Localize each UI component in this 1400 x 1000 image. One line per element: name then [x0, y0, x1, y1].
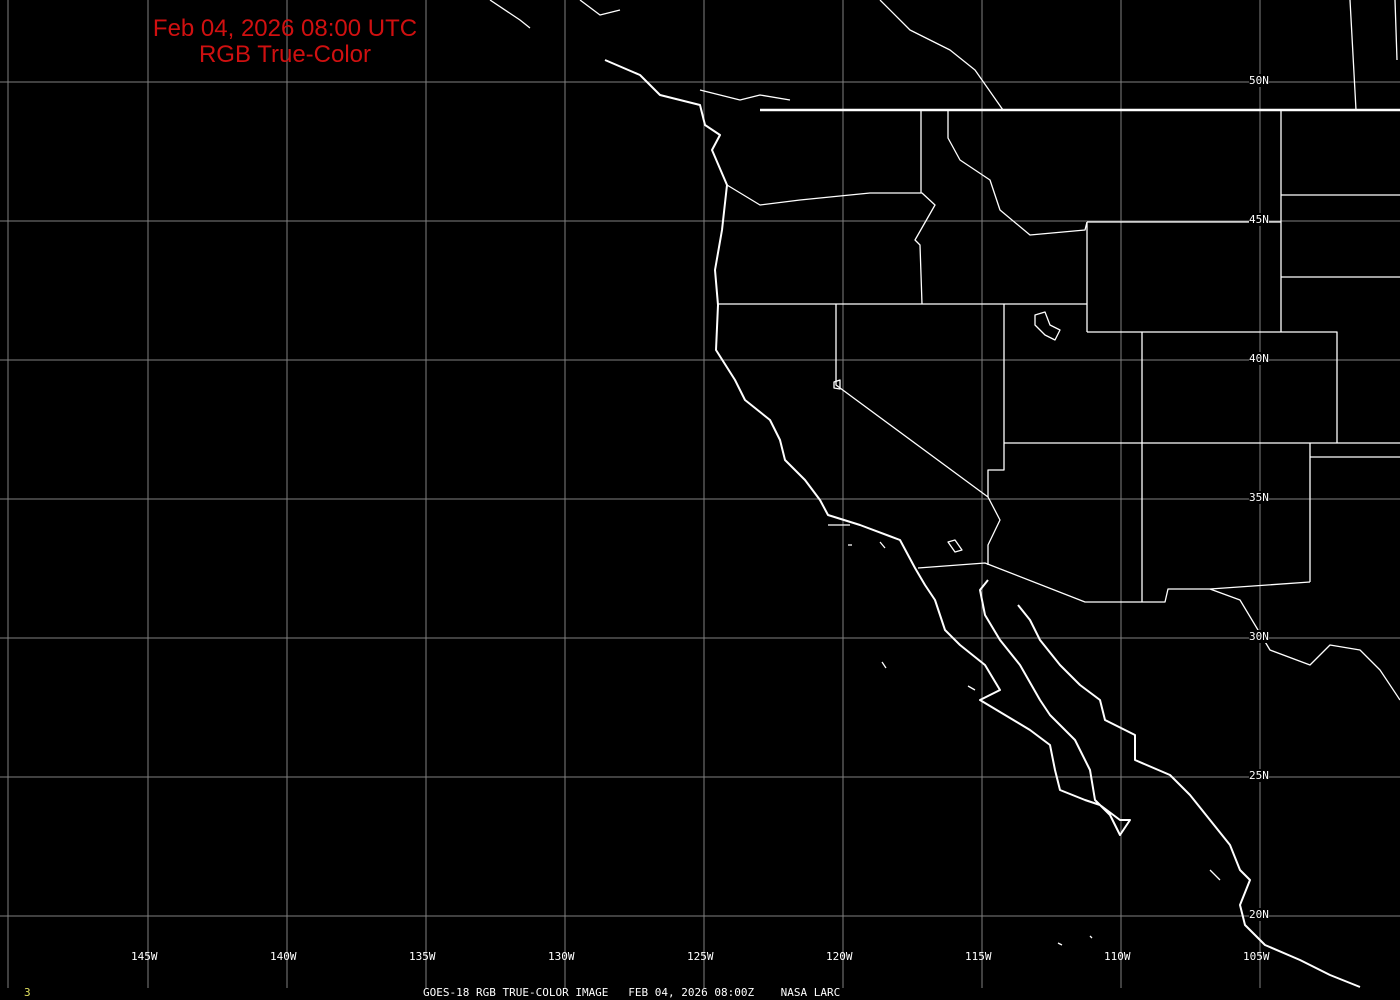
mexico-gulf-coast — [1209, 588, 1400, 701]
title-product: RGB True-Color — [198, 41, 372, 68]
wa-or-border — [726, 184, 936, 305]
great-salt-lake — [1034, 311, 1061, 341]
pacific-coastline — [604, 59, 1131, 836]
latitude-label: 30N — [1249, 630, 1269, 643]
longitude-label: 115W — [965, 950, 992, 963]
ca-nv-border — [835, 304, 1001, 565]
longitude-label: 145W — [131, 950, 158, 963]
four-corners-borders — [1004, 332, 1400, 602]
boundaries — [489, 0, 1400, 988]
longitude-label: 135W — [409, 950, 436, 963]
title-datetime: Feb 04, 2026 08:00 UTC — [152, 15, 418, 42]
islands — [828, 524, 1221, 946]
salton-sea — [947, 539, 963, 553]
longitude-label: 105W — [1243, 950, 1270, 963]
latitude-label: 40N — [1249, 352, 1269, 365]
mexico-mainland-coast — [1017, 604, 1361, 988]
mt-wy-border — [1087, 110, 1400, 332]
lake-tahoe — [833, 379, 841, 390]
longitude-label: 110W — [1104, 950, 1131, 963]
id-mt-border — [947, 110, 1088, 236]
latitude-label: 50N — [1249, 74, 1269, 87]
frame-number: 3 — [24, 986, 31, 999]
longitude-label: 130W — [548, 950, 575, 963]
latitude-label: 35N — [1249, 491, 1269, 504]
longitude-label: 125W — [687, 950, 714, 963]
longitude-label: 140W — [270, 950, 297, 963]
nv-ut-border — [987, 304, 1005, 497]
us-mexico-border — [917, 562, 1311, 603]
footer-caption: GOES-18 RGB TRUE-COLOR IMAGE FEB 04, 202… — [423, 986, 841, 999]
latitude-label: 20N — [1249, 908, 1269, 921]
longitude-label: 120W — [826, 950, 853, 963]
bc-coast — [489, 0, 1004, 111]
canada-province-borders — [1349, 0, 1398, 111]
latitude-label: 45N — [1249, 213, 1269, 226]
wy-south-border — [1087, 331, 1338, 443]
latitude-label: 25N — [1249, 769, 1269, 782]
